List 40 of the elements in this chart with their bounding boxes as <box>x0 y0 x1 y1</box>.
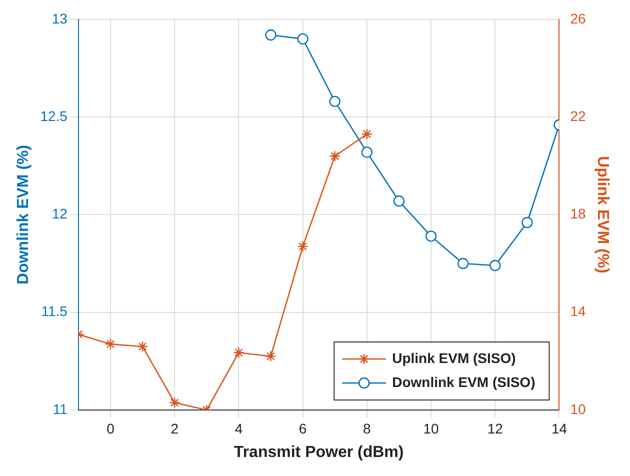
y-tick-label: 11.5 <box>41 303 68 320</box>
y-axis-title: Downlink EVM (%) <box>15 144 32 284</box>
x-tick-label: 10 <box>423 420 440 436</box>
y-tick-label: 12 <box>52 206 68 222</box>
point <box>457 258 469 270</box>
y2-tick-label: 14 <box>570 303 586 320</box>
x-tick-label: 0 <box>106 420 115 436</box>
point <box>393 195 405 207</box>
x-tick-label: 8 <box>363 420 372 436</box>
y-tick-label: 13 <box>52 10 68 26</box>
point <box>522 216 533 228</box>
point <box>297 33 308 45</box>
y2-tick-label: 10 <box>570 400 586 417</box>
x-tick-label: 12 <box>487 420 504 436</box>
point <box>361 146 373 158</box>
y2-axis-title: Uplink EVM (%) <box>594 156 611 274</box>
point <box>136 340 148 352</box>
x-tick-label: 6 <box>298 420 307 436</box>
point <box>361 128 373 140</box>
point <box>329 96 340 108</box>
x-tick-label: 4 <box>234 420 243 436</box>
y-tick-label: 12.5 <box>40 108 68 124</box>
point <box>297 240 308 252</box>
x-tick-label: 2 <box>170 420 179 436</box>
point <box>490 260 501 272</box>
point <box>104 338 116 350</box>
point <box>265 29 276 41</box>
y-tick-label: 11 <box>52 400 68 417</box>
legend-label: Uplink EVM (SISO) <box>392 350 516 366</box>
y2-tick-label: 26 <box>570 10 586 26</box>
y2-tick-label: 18 <box>570 206 586 222</box>
point <box>169 397 180 408</box>
legend-label: Downlink EVM (SISO) <box>392 374 536 390</box>
point <box>233 347 244 358</box>
point <box>265 350 276 362</box>
x-axis-title: Transmit Power (dBm) <box>234 444 404 461</box>
x-tick-label: 14 <box>551 420 568 436</box>
point <box>425 230 437 242</box>
y2-tick-label: 22 <box>570 108 586 124</box>
point <box>329 150 340 162</box>
